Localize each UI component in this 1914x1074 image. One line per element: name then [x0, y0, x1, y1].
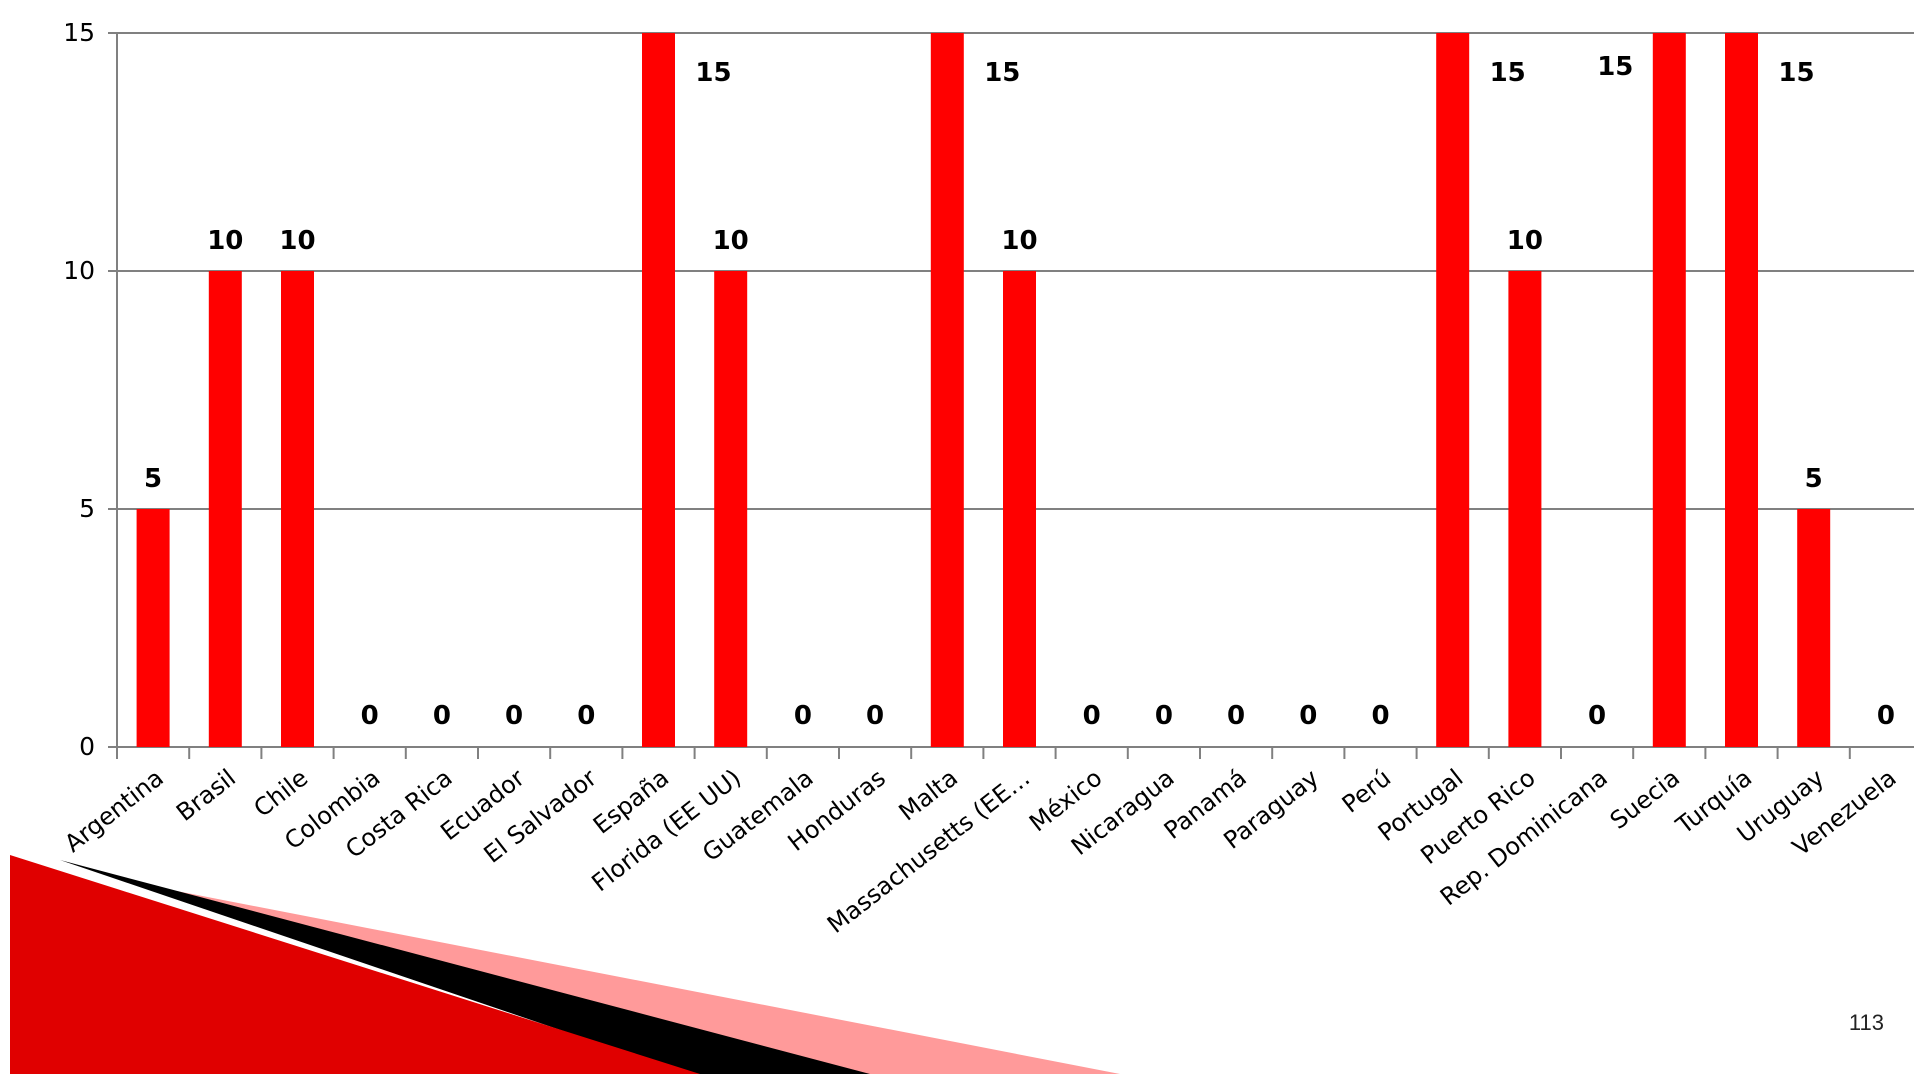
- category-label: Brasil: [171, 764, 241, 827]
- deco-red-wedge: [10, 855, 700, 1074]
- data-label: 10: [1001, 226, 1037, 256]
- y-tick-label: 15: [63, 18, 95, 47]
- data-label: 0: [1155, 701, 1173, 731]
- bar: [281, 271, 314, 747]
- bar: [930, 33, 964, 747]
- chart-bars: [136, 33, 1831, 747]
- data-label: 0: [794, 701, 812, 731]
- bar: [208, 271, 242, 747]
- bar: [714, 271, 748, 747]
- data-label: 0: [866, 701, 884, 731]
- data-label: 15: [984, 58, 1020, 88]
- data-label: 0: [1588, 701, 1606, 731]
- bar: [642, 33, 675, 747]
- data-label: 10: [279, 226, 315, 256]
- bar: [1003, 271, 1036, 747]
- data-label: 0: [1877, 701, 1895, 731]
- data-label: 10: [713, 226, 749, 256]
- category-label: Suecia: [1605, 764, 1685, 835]
- data-label: 15: [1490, 58, 1526, 88]
- chart-data-labels: 5 10 10 0 0 0 0 15 10 0 0 15 10 0 0 0 0 0 15 10 0 15 15 5 0: [144, 52, 1895, 731]
- y-tick-label: 5: [79, 494, 95, 523]
- page-number: 113: [1848, 1010, 1884, 1035]
- data-label: 10: [1507, 226, 1543, 256]
- data-label: 5: [1805, 464, 1823, 494]
- category-label: Perú: [1337, 764, 1396, 819]
- data-label: 5: [144, 464, 162, 494]
- y-tick-label: 0: [79, 732, 95, 761]
- data-label: 0: [361, 701, 379, 731]
- data-label: 10: [207, 226, 243, 256]
- data-label: 15: [695, 58, 731, 88]
- data-label: 0: [1371, 701, 1389, 731]
- bar: [1797, 509, 1831, 747]
- data-label: 0: [433, 701, 451, 731]
- chart-tick-labels: 0 5 10 15: [63, 18, 95, 761]
- data-label: 0: [577, 701, 595, 731]
- bar: [136, 509, 170, 747]
- category-label: Argentina: [59, 764, 168, 858]
- data-label: 0: [1227, 701, 1245, 731]
- bar: [1652, 33, 1686, 747]
- bar: [1436, 33, 1470, 747]
- data-label: 15: [1597, 52, 1633, 82]
- data-label: 15: [1778, 58, 1814, 88]
- deco-black-wedge: [60, 860, 870, 1074]
- deco-pink-wedge: [120, 880, 1120, 1074]
- bar: [1725, 33, 1758, 747]
- data-label: 0: [1299, 701, 1317, 731]
- y-tick-label: 10: [63, 256, 95, 285]
- decorative-wedge: [10, 855, 1120, 1074]
- data-label: 0: [1083, 701, 1101, 731]
- bar: [1508, 271, 1542, 747]
- data-label: 0: [505, 701, 523, 731]
